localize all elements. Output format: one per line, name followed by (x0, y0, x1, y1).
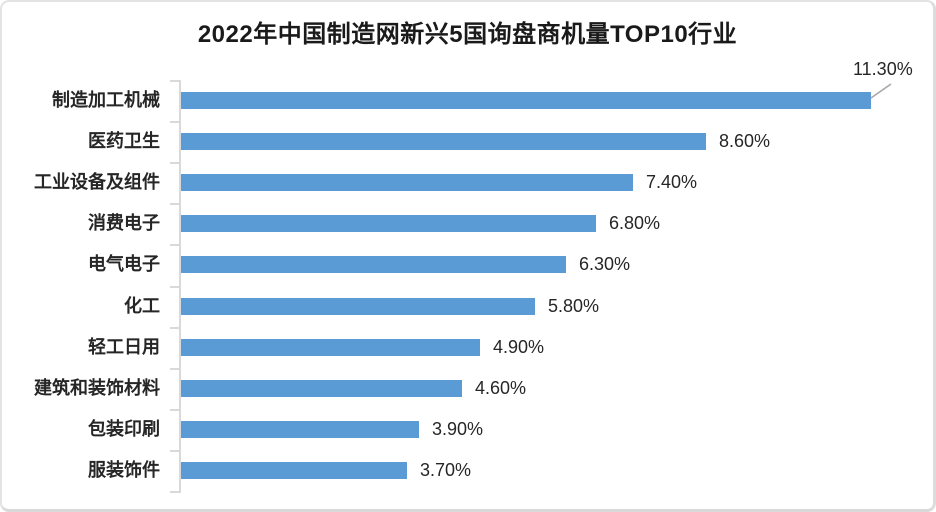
value-label: 11.30% (853, 59, 913, 79)
bar (181, 420, 419, 438)
category-label: 医药卫生 (88, 131, 160, 152)
value-label: 6.80% (609, 213, 661, 234)
y-axis-tick (170, 80, 180, 82)
bar (181, 338, 480, 356)
value-label: 8.60% (719, 131, 771, 152)
y-axis-tick (170, 491, 180, 493)
bar (181, 256, 566, 274)
value-label: 4.60% (475, 377, 527, 398)
y-axis-tick (170, 367, 180, 370)
category-label: 消费电子 (88, 213, 160, 234)
y-axis-tick (170, 121, 180, 124)
value-label: 3.70% (420, 459, 472, 480)
category-label: 服装饰件 (88, 459, 160, 480)
category-label: 轻工日用 (88, 336, 160, 357)
y-axis-tick (170, 408, 180, 411)
value-label: 7.40% (646, 172, 698, 193)
leader-line (870, 83, 892, 99)
category-label: 工业设备及组件 (34, 172, 160, 193)
bar (181, 297, 535, 315)
bar (181, 379, 462, 397)
y-axis-line (179, 80, 181, 493)
bar (181, 215, 596, 233)
value-label: 3.90% (432, 418, 484, 439)
category-label: 包装印刷 (88, 418, 160, 439)
value-label: 5.80% (548, 295, 600, 316)
y-axis-tick (170, 326, 180, 329)
bar (181, 133, 706, 151)
value-label: 4.90% (493, 336, 545, 357)
y-axis-tick (170, 203, 180, 206)
bar (181, 174, 633, 192)
y-axis-tick (170, 244, 180, 247)
y-axis-tick (170, 285, 180, 288)
category-label: 化工 (124, 295, 160, 316)
category-label: 电气电子 (88, 254, 160, 275)
chart-title: 2022年中国制造网新兴5国询盘商机量TOP10行业 (197, 21, 738, 48)
value-label: 6.30% (579, 254, 631, 275)
category-label: 建筑和装饰材料 (34, 377, 160, 398)
bar (181, 461, 407, 479)
bar (181, 92, 871, 110)
y-axis-tick (170, 162, 180, 165)
category-label: 制造加工机械 (52, 90, 160, 110)
y-axis-tick (170, 449, 180, 452)
